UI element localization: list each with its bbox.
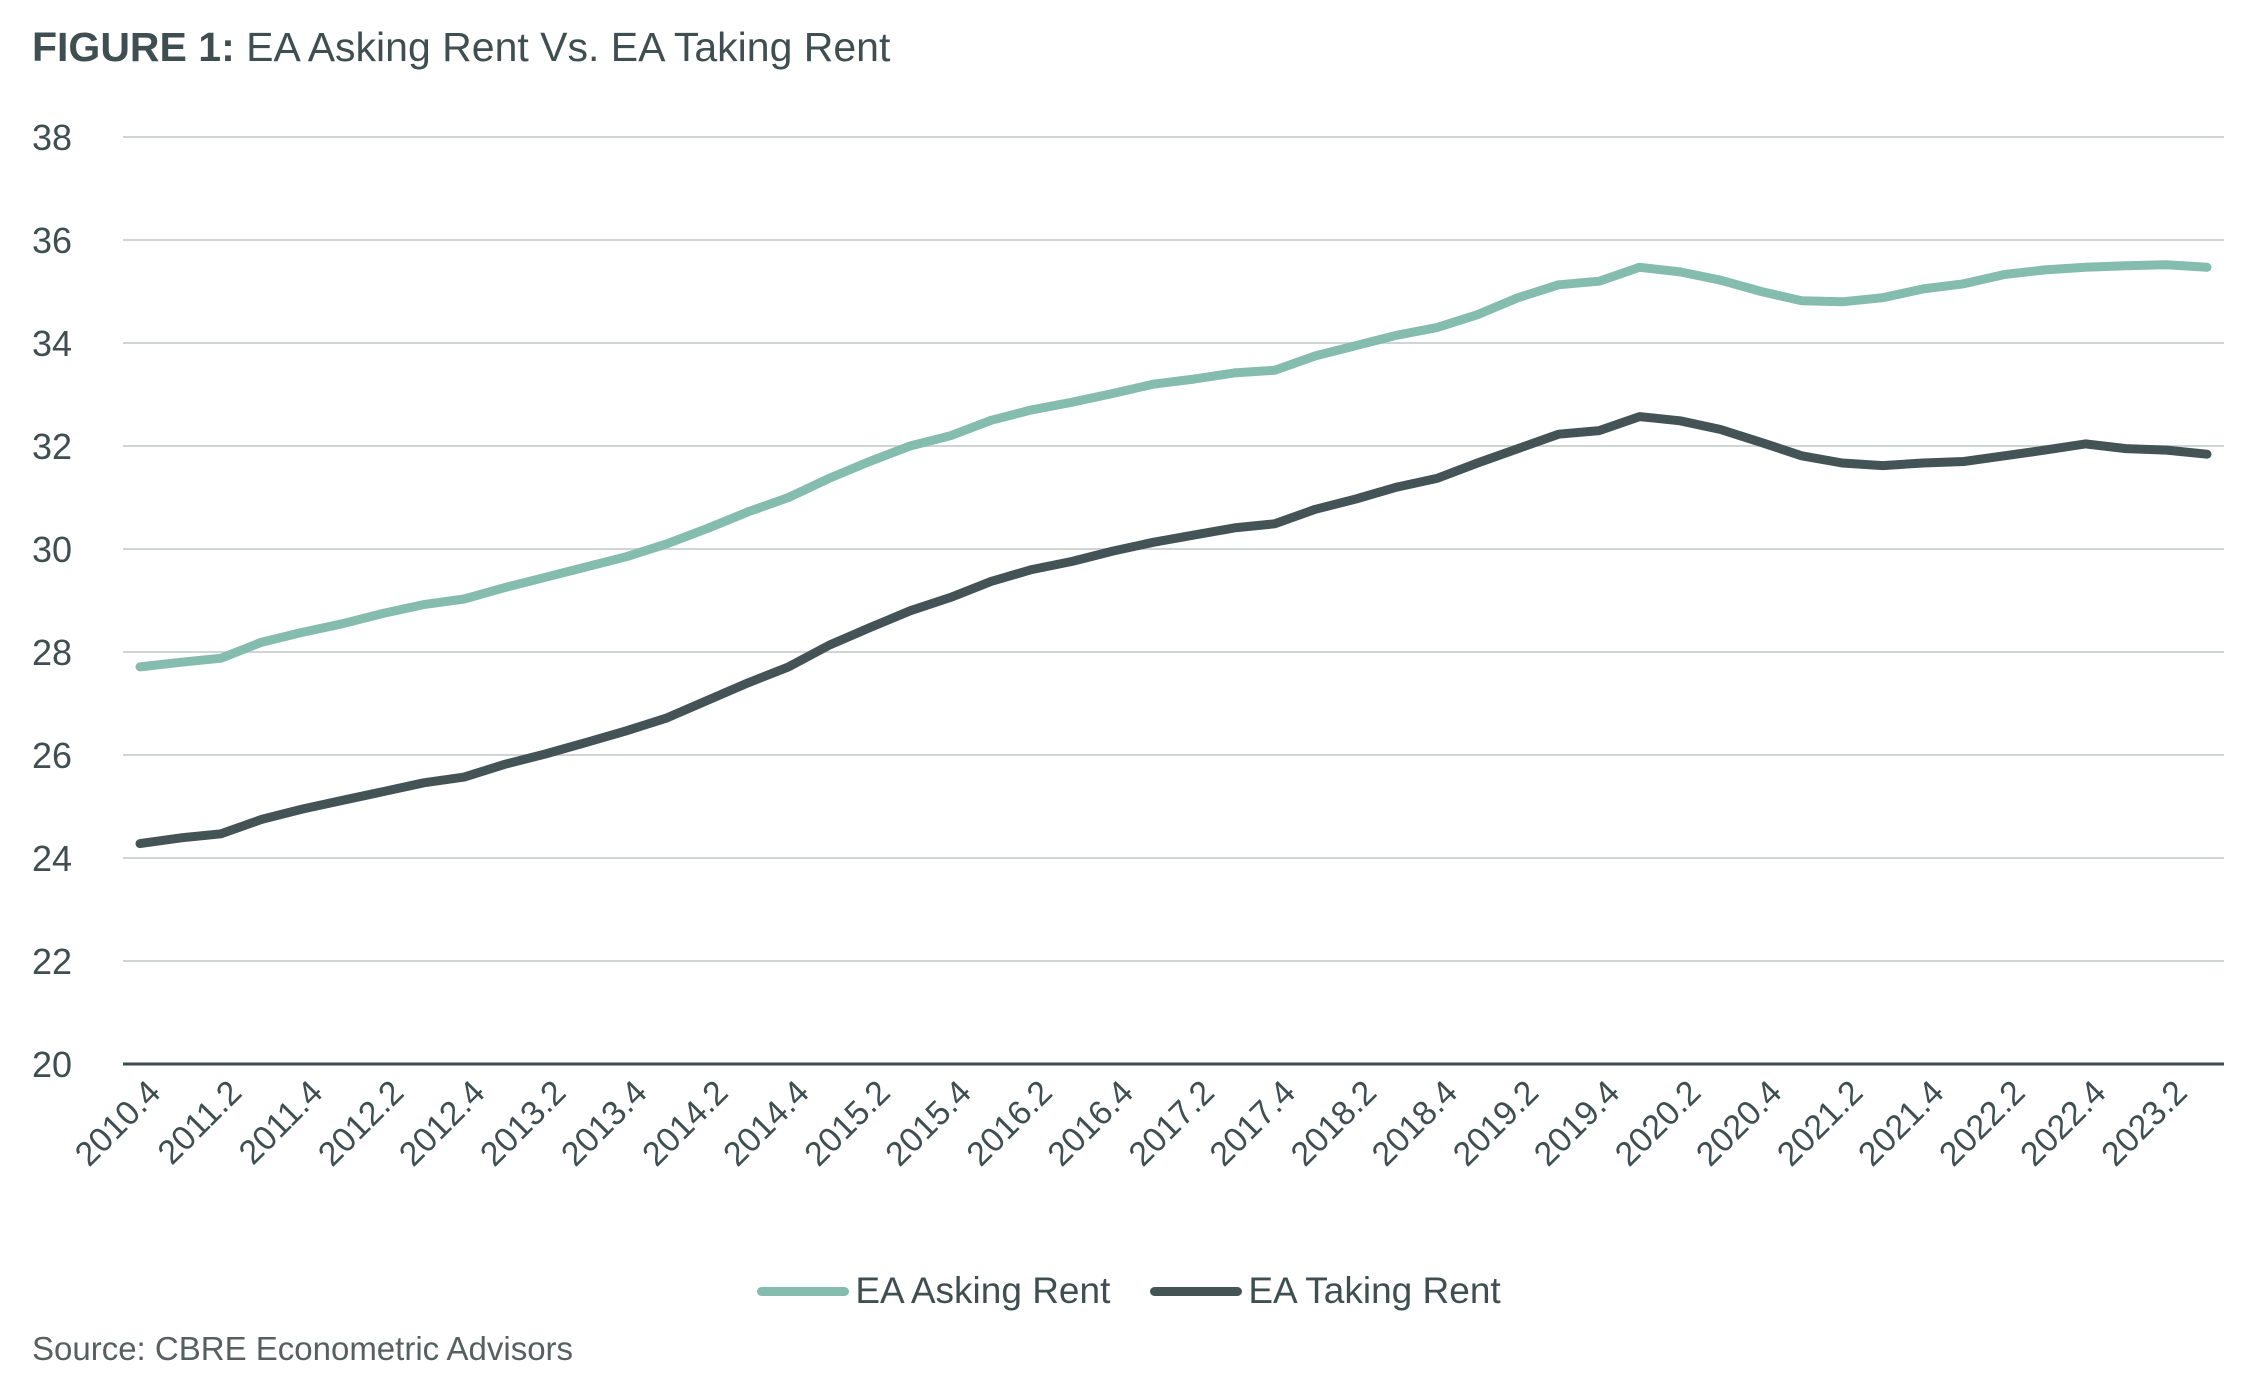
y-tick-label: 34 [32,323,72,364]
x-tick-label: 2018.4 [1365,1073,1465,1173]
legend-label-taking: EA Taking Rent [1248,1270,1501,1311]
y-tick-label: 28 [32,632,72,673]
x-tick-label: 2010.4 [68,1073,168,1173]
series-line-taking [135,412,2212,849]
x-tick-label: 2012.2 [311,1073,411,1173]
y-tick-label: 30 [32,529,72,570]
x-tick-label: 2020.4 [1689,1073,1789,1173]
x-tick-label: 2011.4 [232,1073,331,1172]
x-tick-label: 2012.4 [392,1073,492,1173]
y-tick-label: 38 [32,117,72,158]
x-tick-label: 2017.4 [1203,1073,1303,1173]
x-tick-label: 2022.2 [1932,1073,2032,1173]
y-tick-label: 24 [32,838,72,879]
x-tick-label: 2018.2 [1284,1073,1384,1173]
y-tick-label: 32 [32,426,72,467]
y-tick-label: 22 [32,941,72,982]
x-tick-label: 2021.2 [1770,1073,1870,1173]
y-tick-label: 26 [32,735,72,776]
x-tick-label: 2016.2 [959,1073,1059,1173]
x-tick-label: 2013.2 [473,1073,573,1173]
x-tick-label: 2014.2 [635,1073,735,1173]
x-tick-label: 2014.4 [716,1073,816,1173]
figure-title-text: EA Asking Rent Vs. EA Taking Rent [234,24,891,70]
x-tick-label: 2015.4 [878,1073,978,1173]
legend-swatch-asking [757,1286,850,1296]
legend-label-asking: EA Asking Rent [855,1270,1111,1311]
y-tick-label: 36 [32,220,72,261]
legend-item-asking: EA Asking Rent [757,1270,1110,1312]
legend-item-taking: EA Taking Rent [1150,1270,1501,1312]
x-tick-label: 2019.4 [1527,1073,1627,1173]
legend-swatch-taking [1150,1286,1243,1296]
x-tick-label: 2022.4 [2013,1073,2113,1173]
x-tick-label: 2011.2 [151,1073,250,1172]
source-note: Source: CBRE Econometric Advisors [32,1330,574,1367]
x-tick-label: 2015.2 [797,1073,897,1173]
x-tick-label: 2019.2 [1446,1073,1546,1173]
x-tick-label: 2023.2 [2094,1073,2194,1173]
x-tick-label: 2020.2 [1608,1073,1708,1173]
x-tick-label: 2016.4 [1040,1073,1140,1173]
x-tick-label: 2021.4 [1851,1073,1951,1173]
series-line-asking [135,260,2212,672]
y-tick-label: 20 [32,1044,72,1085]
legend: EA Asking Rent EA Taking Rent [0,1270,2258,1312]
line-chart: 202224262830323436382010.42011.22011.420… [32,117,2224,1174]
chart-title: FIGURE 1: EA Asking Rent Vs. EA Taking R… [32,24,890,71]
x-tick-label: 2017.2 [1121,1073,1221,1173]
figure-number: FIGURE 1: [32,24,235,70]
x-tick-label: 2013.4 [554,1073,654,1173]
